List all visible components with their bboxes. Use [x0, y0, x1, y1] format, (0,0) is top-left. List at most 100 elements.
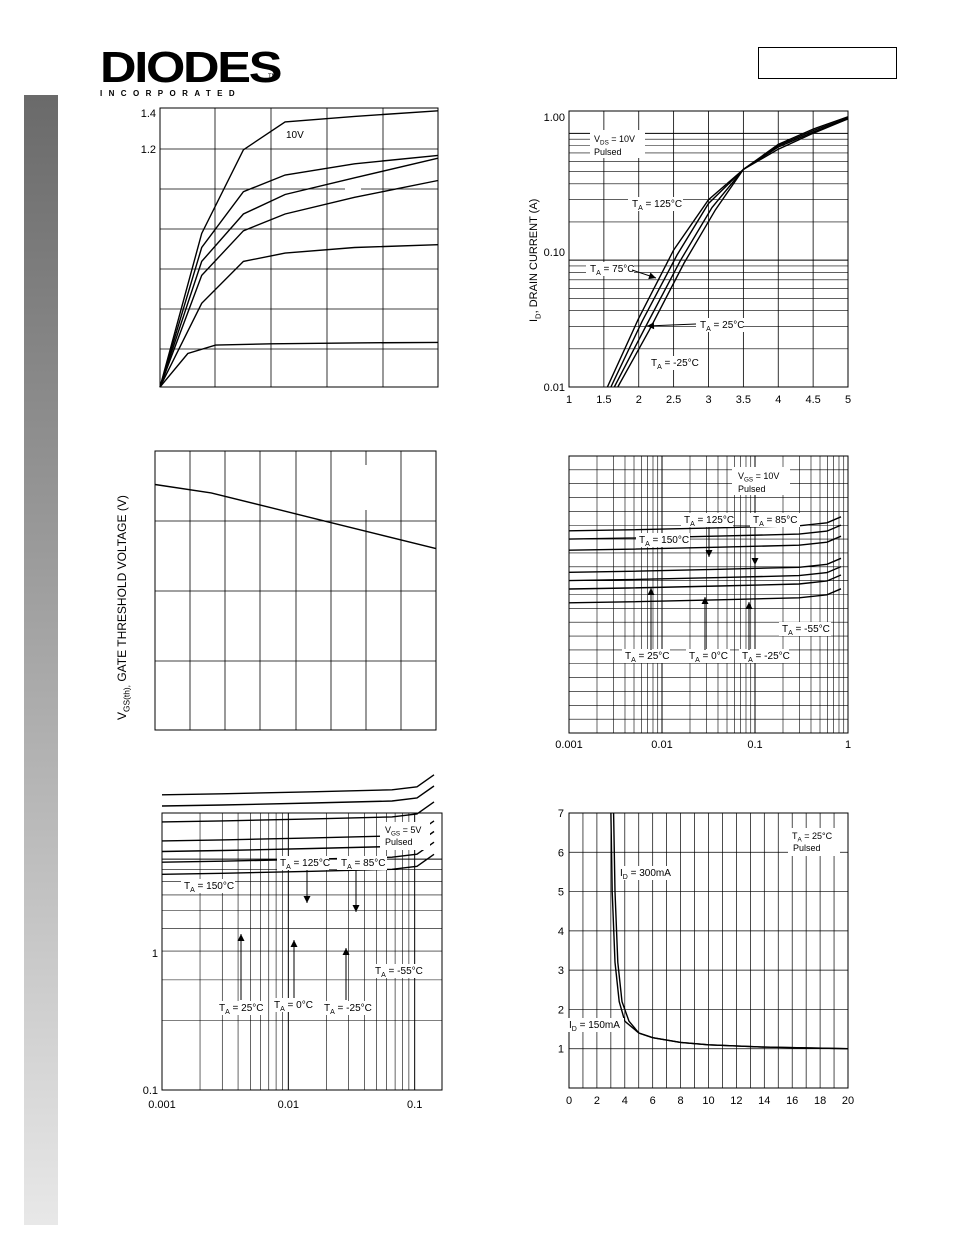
chart5-xtick: 0.1: [407, 1099, 422, 1111]
chart5-label-bg: [277, 856, 329, 870]
chart2-annotation-25: TA = 25°C: [700, 320, 745, 333]
trademark-mark: TM: [268, 74, 277, 80]
chart5-frame: [161, 812, 443, 1091]
chart4-xtick: 0.001: [555, 739, 583, 751]
part-number-box: [758, 47, 897, 79]
chart6-ytick: 6: [558, 847, 564, 859]
chart2-ytick: 1.00: [544, 112, 565, 124]
chart4-frame: [568, 455, 849, 734]
chart2-xtick: 3.5: [736, 394, 751, 406]
chart4-annotation-0: TA = 0°C: [689, 651, 728, 664]
chart4-annotation-85: TA = 85°C: [753, 515, 798, 528]
chart4-annotation-25: TA = 25°C: [625, 651, 670, 664]
chart5-annotation-125: TA = 125°C: [280, 858, 330, 871]
chart6-xtick: 8: [678, 1095, 684, 1107]
chart4-xtick: 1: [845, 739, 851, 751]
chart6-ytick: 3: [558, 965, 564, 977]
chart2-xtick: 1.5: [596, 394, 611, 406]
chart6-xtick: 14: [758, 1095, 770, 1107]
chart5-arrow-125-head: [303, 896, 311, 903]
chart2-label-bg: [590, 130, 645, 158]
chart1-annotation: 10V: [286, 130, 304, 141]
chart2-series-line: [610, 118, 849, 388]
chart6-series-line: [612, 812, 849, 1050]
chart2-label-bg: [628, 197, 683, 211]
chart5-annotation-m25: TA = -25°C: [324, 1003, 372, 1016]
chart1-series-line: [159, 154, 439, 388]
chart2-series-line: [606, 118, 849, 388]
chart5-label-bg: [216, 1001, 264, 1015]
chart2-ytick: 0.10: [544, 247, 565, 259]
chart2-annotation-pulsed: Pulsed: [594, 147, 622, 157]
chart6-xtick: 0: [566, 1095, 572, 1107]
chart4-arrow-0-head: [701, 597, 709, 604]
chart4-series-line: [568, 557, 842, 573]
chart4-label-bg: [732, 467, 790, 495]
chart4-series-line: [568, 588, 842, 604]
chart2-series-line: [613, 117, 849, 388]
chart3-gap: [360, 465, 372, 510]
chart2-arrow-75-head: [648, 272, 656, 280]
chart2-series-line: [617, 116, 849, 388]
chart4-annotation-pulsed: Pulsed: [738, 484, 766, 494]
chart3-frame: [154, 450, 437, 731]
chart4-series-line: [568, 565, 842, 582]
chart2-arrow-25-shaft: [646, 323, 697, 327]
chart4-xtick: 0.01: [651, 739, 672, 751]
chart6-ytick: 4: [558, 926, 564, 938]
chart5-arrow-m25-head: [342, 948, 350, 955]
chart6-annotation-pulsed: Pulsed: [793, 843, 821, 853]
chart1-ytick: 1.2: [141, 144, 156, 156]
chart2-ytick: 0.01: [544, 382, 565, 394]
chart6-xtick: 6: [650, 1095, 656, 1107]
chart4-annotation-vgs: VGS = 10V: [738, 471, 779, 484]
chart6-annotation-300: ID = 300mA: [620, 868, 671, 881]
chart5-annotation-m55: TA = -55°C: [375, 966, 423, 979]
side-gradient-bar: [24, 95, 58, 1225]
chart4-label-bg: [779, 622, 831, 636]
chart5-series-line: [161, 801, 435, 823]
chart2-annotation-75: TA = 75°C: [590, 264, 635, 277]
chart4-xtick: 0.1: [747, 739, 762, 751]
chart5-annotation-pulsed: Pulsed: [385, 837, 413, 847]
chart5-annotation-25: TA = 25°C: [219, 1003, 264, 1016]
chart1-gap: [345, 182, 361, 194]
chart6-label-bg: [617, 866, 673, 880]
chart4-annotation-125: TA = 125°C: [684, 515, 734, 528]
chart4-arrow-85-head: [751, 558, 759, 565]
chart4-arrow-m25-head: [745, 602, 753, 609]
chart6-ytick: 1: [558, 1044, 564, 1056]
chart6-ytick: 2: [558, 1004, 564, 1016]
chart2-annotation-vds: VDS = 10V: [594, 134, 635, 147]
chart5-label-bg: [380, 822, 430, 850]
chart6-annotation-150: ID = 150mA: [569, 1020, 620, 1033]
chart1-label-bg: [284, 128, 310, 140]
chart2-xtick: 4.5: [805, 394, 820, 406]
chart2-label-bg: [696, 318, 744, 332]
chart2-xtick: 1: [566, 394, 572, 406]
chart5-label-bg: [271, 998, 315, 1012]
chart3-series-line: [154, 483, 437, 550]
chart2-xtick: 4: [775, 394, 781, 406]
chart4-annotation-m25: TA = -25°C: [742, 651, 790, 664]
chart5-xtick: 0.01: [278, 1099, 299, 1111]
chart4-annotation-m55: TA = -55°C: [782, 624, 830, 637]
chart4-label-bg: [739, 649, 789, 663]
chart2-arrow-25-head: [647, 322, 655, 330]
chart1-series-line: [159, 244, 439, 388]
chart5-series-line: [161, 785, 435, 807]
chart1-series-line: [159, 110, 439, 388]
chart6-xtick: 2: [594, 1095, 600, 1107]
chart1-series-line: [159, 179, 439, 388]
chart6-xtick: 10: [702, 1095, 714, 1107]
chart5-annotation-vgs: VGS = 5V: [385, 825, 421, 838]
chart5-label-bg: [181, 879, 235, 893]
chart5-annotation-85: TA = 85°C: [341, 858, 386, 871]
chart6-xtick: 12: [730, 1095, 742, 1107]
chart6-xtick: 20: [842, 1095, 854, 1107]
chart6-label-bg: [566, 1018, 624, 1032]
chart3-ylabel: VGS(th), GATE THRESHOLD VOLTAGE (V): [115, 495, 132, 720]
chart1-series-line: [159, 157, 439, 388]
chart2-xtick: 2.5: [666, 394, 681, 406]
